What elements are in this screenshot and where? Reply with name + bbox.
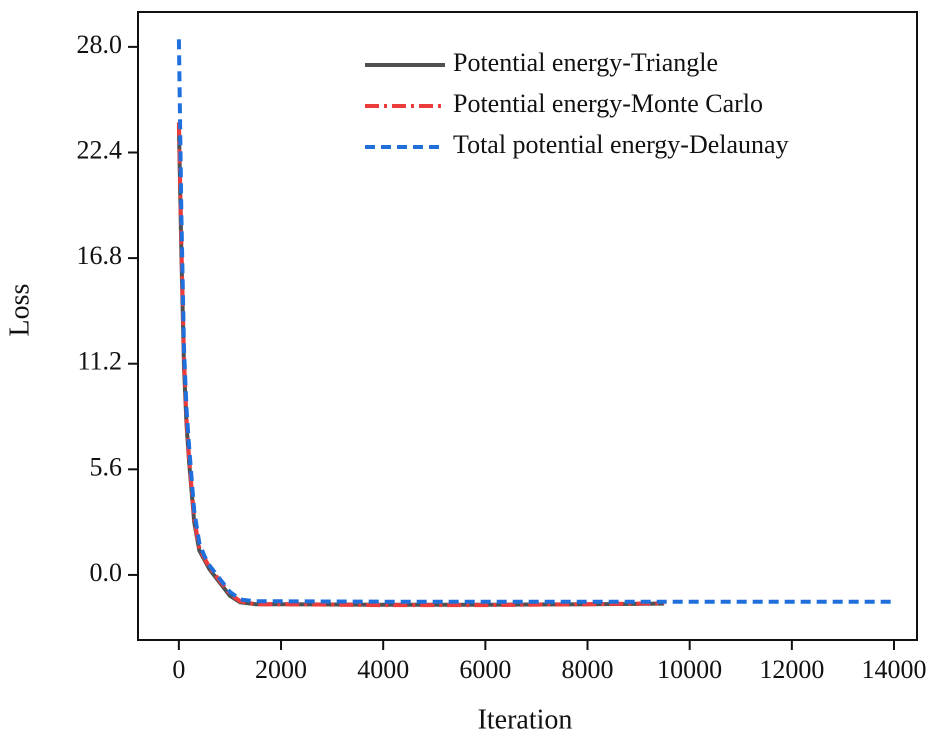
x-tick-label: 0: [172, 655, 185, 684]
y-tick-label: 22.4: [77, 135, 123, 164]
x-tick-label: 4000: [357, 655, 409, 684]
y-tick-label: 0.0: [90, 558, 123, 587]
y-tick-label: 11.2: [77, 347, 122, 376]
legend-label: Potential energy-Triangle: [453, 48, 718, 77]
y-tick-label: 28.0: [77, 30, 123, 59]
x-tick-label: 12000: [759, 655, 824, 684]
y-tick-label: 5.6: [90, 452, 123, 481]
x-tick-label: 14000: [862, 655, 927, 684]
legend-label: Potential energy-Monte Carlo: [453, 89, 763, 118]
x-axis-title: Iteration: [478, 704, 573, 735]
plot-frame: [137, 11, 918, 641]
y-tick-label: 16.8: [77, 241, 123, 270]
series-line: [176, 39, 894, 604]
x-tick-label: 8000: [562, 655, 614, 684]
x-tick-label: 6000: [459, 655, 511, 684]
series-line: [176, 122, 665, 608]
x-tick-label: 10000: [657, 655, 722, 684]
x-tick-label: 2000: [255, 655, 307, 684]
y-axis-title: Loss: [4, 284, 35, 337]
legend-label: Total potential energy-Delaunay: [453, 130, 789, 159]
series-line: [176, 126, 665, 607]
